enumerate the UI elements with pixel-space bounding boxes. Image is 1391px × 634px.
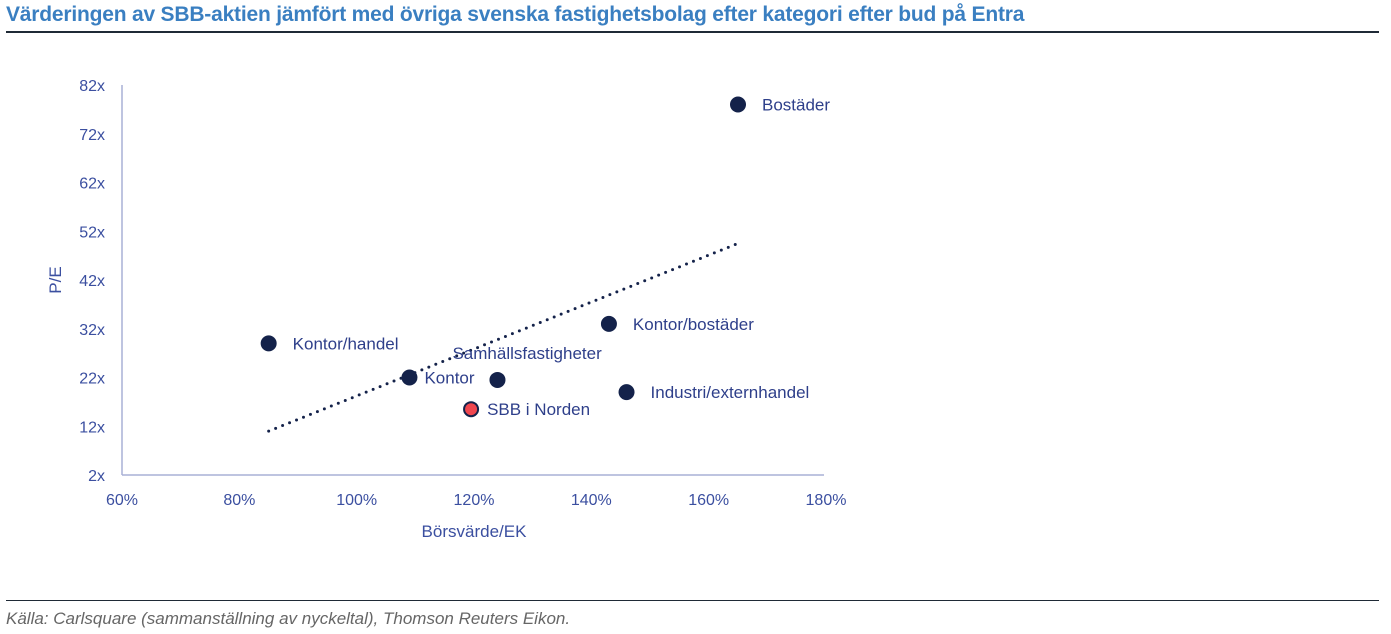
trendline [267,241,740,433]
x-tick-label: 180% [806,492,847,509]
trendline-path [267,241,740,433]
data-point-group: Bostäder [730,96,830,115]
y-tick-label: 32x [79,322,105,339]
footer-divider [6,600,1379,601]
y-axis-label: P/E [46,266,65,293]
scatter-chart: 2x 12x 22x 32x 42x 52x 62x 72x 82x 60% 80% 100% 120… [46,78,846,541]
data-point [489,371,506,388]
title-divider [6,31,1379,33]
x-tick-label: 160% [688,492,729,509]
data-point [260,335,277,352]
data-point [730,96,746,113]
data-point-label: Kontor [424,369,474,388]
x-tick-label: 140% [571,492,612,509]
data-point-group: Industri/externhandel [618,383,810,402]
x-tick-label: 80% [223,492,255,509]
y-tick-label: 22x [79,371,105,388]
data-point [600,315,617,332]
y-tick-label: 52x [79,224,105,241]
data-point-highlight [463,401,480,418]
y-tick-labels: 2x 12x 22x 32x 42x 52x 62x 72x 82x [79,78,105,485]
x-tick-label: 120% [454,492,495,509]
x-tick-label: 60% [106,492,138,509]
data-point-group: Kontor [401,369,475,388]
data-point-label: Industri/externhandel [651,383,810,402]
data-point-label: Samhällsfastigheter [452,344,602,363]
y-tick-label: 62x [79,176,105,193]
axes [121,85,824,476]
data-point-label: Bostäder [762,96,830,115]
source-note: Källa: Carlsquare (sammanställning av ny… [6,609,571,628]
data-point-group: Kontor/bostäder [600,315,754,334]
y-tick-label: 2x [88,468,105,485]
x-tick-labels: 60% 80% 100% 120% 140% 160% 180% [106,492,846,509]
y-tick-label: 42x [79,273,105,290]
y-tick-label: 72x [79,127,105,144]
y-tick-label: 82x [79,78,105,95]
data-point [618,384,635,401]
data-point-label: Kontor/handel [293,334,399,353]
data-point-group: Samhällsfastigheter [452,344,602,388]
chart-title: Värderingen av SBB-aktien jämfört med öv… [6,3,1025,26]
data-point-group: Kontor/handel [260,334,399,353]
data-point [401,369,418,386]
data-point-group: SBB i Norden [463,400,590,419]
x-tick-label: 100% [336,492,377,509]
y-tick-label: 12x [79,419,105,436]
x-axis-label: Börsvärde/EK [422,522,528,541]
data-points: Bostäder Kontor/handel Kontor Samhällsfasti… [260,96,830,419]
data-point-label: Kontor/bostäder [633,315,754,334]
data-point-label: SBB i Norden [487,400,590,419]
